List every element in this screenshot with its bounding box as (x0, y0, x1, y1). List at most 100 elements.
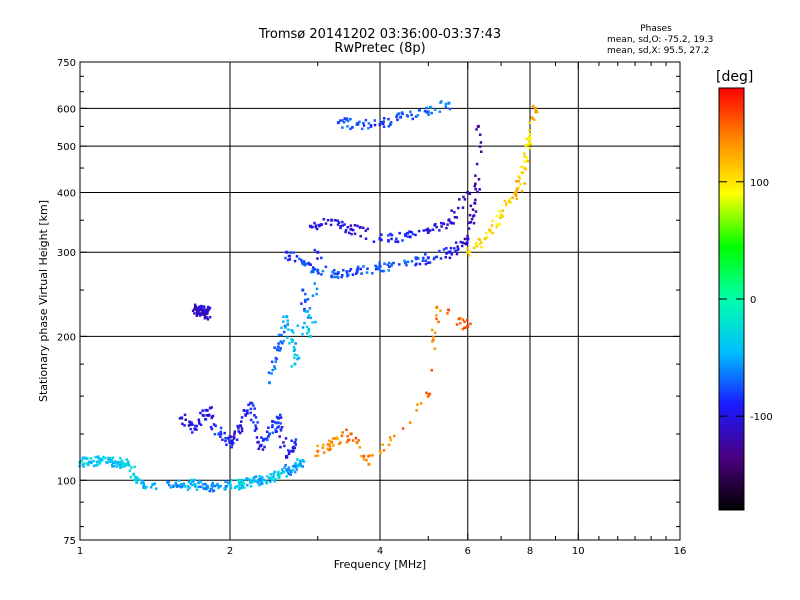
data-point-spread (80, 459, 84, 462)
colorbar-ticks: 100 0 -100 (719, 178, 773, 423)
data-point-spread (301, 465, 304, 468)
data-point-spread (271, 431, 275, 435)
data-point-spread (527, 129, 531, 132)
data-point-spread (230, 435, 233, 439)
data-point-spread (209, 425, 213, 429)
data-point-spread (511, 196, 514, 199)
data-point-spread (335, 275, 339, 279)
data-point-spread (202, 414, 205, 417)
data-point-spread (284, 463, 287, 467)
data-point-spread (208, 489, 212, 493)
y-tick-label: 750 (57, 58, 76, 69)
data-point-spread (233, 432, 236, 435)
data-point-spread (317, 223, 321, 227)
data-point-spread (467, 221, 471, 225)
data-point-spread (237, 430, 240, 433)
data-point-spread (444, 255, 448, 259)
data-point-spread (179, 483, 183, 486)
data-point-spread (519, 182, 522, 186)
data-point (447, 101, 451, 105)
data-point-spread (433, 347, 437, 351)
data-point-spread (278, 435, 281, 438)
data-point-spread (415, 256, 418, 259)
data-point-spread (513, 192, 516, 195)
data-point-spread (394, 240, 397, 243)
data-point-spread (226, 436, 230, 440)
data-point-spread (336, 272, 340, 276)
x-tick-label: 1 (77, 546, 83, 557)
data-point-spread (452, 222, 455, 225)
data-point-spread (240, 416, 244, 419)
data-point-spread (422, 256, 425, 260)
data-point-spread (206, 311, 209, 315)
data-point-spread (369, 124, 373, 127)
data-point-spread (271, 425, 274, 429)
data-point-spread (311, 266, 315, 269)
data-point-spread (401, 111, 404, 114)
data-point-spread (418, 108, 421, 112)
data-point-spread (514, 179, 518, 183)
data-point-spread (125, 458, 128, 461)
data-point-spread (321, 446, 325, 450)
data-point (276, 345, 280, 349)
data-point-spread (390, 233, 394, 237)
data-point-spread (175, 483, 178, 487)
data-point-spread (285, 454, 288, 458)
data-point-spread (461, 241, 465, 244)
data-point-spread (345, 117, 349, 120)
data-point-spread (293, 470, 297, 474)
data-point-spread (86, 457, 89, 460)
data-point-spread (289, 450, 293, 453)
data-point-spread (304, 262, 308, 266)
data-point-spread (328, 445, 332, 448)
data-point-spread (316, 257, 319, 260)
data-point-spread (205, 487, 208, 490)
data-point-spread (194, 305, 198, 309)
data-point-spread (508, 197, 512, 201)
data-point-spread (149, 486, 153, 489)
data-point-spread (240, 429, 244, 433)
data-point (330, 218, 334, 222)
data-point-spread (282, 330, 286, 334)
data-point-spread (469, 322, 472, 326)
data-point-spread (435, 225, 438, 229)
data-point (108, 458, 112, 462)
data-point-spread (480, 245, 483, 249)
data-point-spread (274, 360, 278, 363)
data-point-spread (229, 484, 232, 487)
data-point-spread (196, 306, 200, 310)
data-point-spread (271, 419, 274, 423)
data-point-spread (111, 465, 114, 468)
data-point-spread (528, 146, 532, 150)
data-point-spread (305, 332, 309, 335)
data-point-spread (294, 461, 297, 465)
phase-stats-heading: Phases (640, 24, 672, 34)
data-point-spread (354, 436, 358, 440)
data-point-spread (193, 478, 196, 482)
data-point-spread (448, 256, 452, 260)
data-point-spread (291, 446, 295, 449)
data-point-spread (396, 118, 399, 122)
data-point-spread (474, 187, 477, 191)
data-point (239, 482, 243, 486)
data-point-spread (112, 461, 115, 465)
data-point-spread (253, 429, 257, 432)
data-point-spread (425, 111, 429, 114)
data-point-spread (92, 459, 95, 463)
data-point (267, 381, 271, 385)
data-point-spread (240, 478, 243, 482)
data-point-spread (280, 426, 284, 429)
data-point-spread (277, 425, 281, 428)
data-point-spread (341, 220, 344, 224)
data-point-spread (292, 251, 295, 254)
data-point-spread (328, 443, 332, 446)
colorbar-tick-label: 0 (750, 295, 756, 306)
data-point-spread (398, 231, 401, 235)
data-point-spread (296, 357, 299, 361)
data-point-spread (219, 430, 223, 434)
data-point-spread (463, 242, 467, 245)
data-point-spread (290, 365, 293, 368)
data-point-spread (463, 326, 466, 330)
data-point-spread (527, 135, 531, 139)
